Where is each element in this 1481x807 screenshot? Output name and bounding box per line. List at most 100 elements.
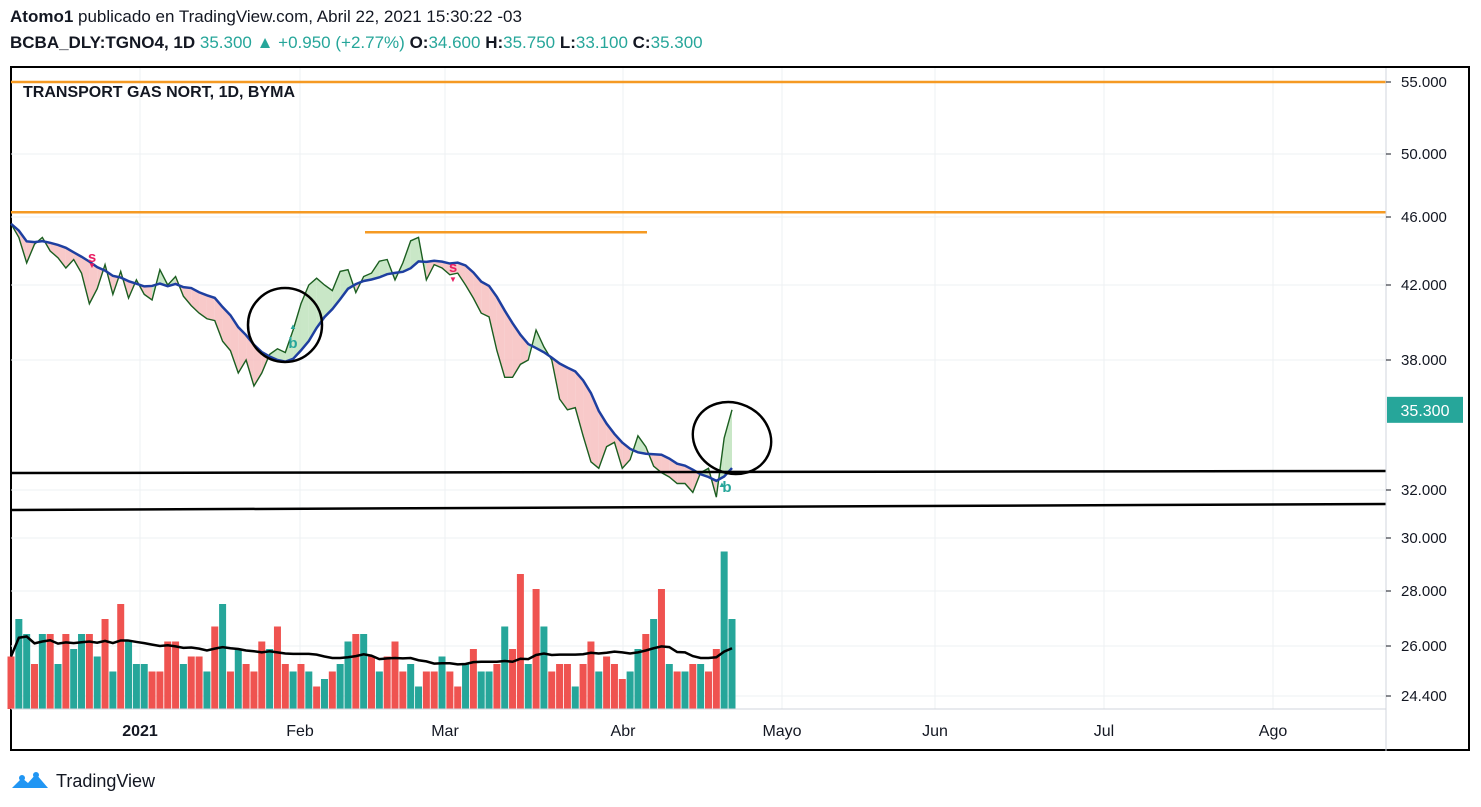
volume-bar [493,664,501,709]
band-segment [340,269,348,300]
volume-bar [46,634,54,709]
volume-bar [422,671,430,709]
band-segment [316,278,325,328]
band-segment [512,323,521,378]
sell-signal: s [449,259,457,276]
close-value: 35.300 [650,33,703,52]
band-segment [379,259,388,278]
tradingview-footer[interactable]: TradingView [10,768,155,794]
volume-bar [179,664,187,709]
volume-bar [219,604,227,709]
time-tick-label: Jun [922,723,948,740]
volume-bar [117,604,125,709]
volume-bar [540,626,548,709]
volume-bar [226,671,234,709]
volume-bar [681,671,689,709]
band-segment [222,307,231,351]
signal-arrow-icon: ▲ [718,480,726,489]
signal-arrow-icon: ▼ [449,275,457,284]
band-segment [606,423,615,447]
volume-bar [697,664,705,709]
volume-bar [720,551,728,709]
volume-bar [712,649,720,709]
volume-bar [172,641,180,709]
volume-bar [242,664,250,709]
volume-bar [454,686,462,709]
volume-bar [31,664,39,709]
band-segment [677,463,685,484]
volume-bar [673,671,681,709]
volume-bar [704,671,712,709]
volume-bar [524,664,532,709]
volume-bar [438,656,446,709]
volume-bar [634,649,642,709]
volume-bar [391,641,399,709]
time-tick-label: Abr [611,723,637,740]
moving-average-line [10,222,733,483]
volume-bar [187,656,195,709]
volume-bar [415,686,423,709]
open-value: 34.600 [428,33,481,52]
volume-bar [101,619,109,709]
volume-bar [516,574,524,709]
price-line [10,223,733,498]
low-label: L: [559,33,576,52]
band-segment [58,244,66,268]
volume-bar [23,634,31,709]
volume-bar [556,664,564,709]
volume-bar [360,634,368,709]
band-segment [285,330,294,362]
last-price-badge [1387,396,1463,423]
volume-bar [462,664,470,709]
volume-bar [297,664,305,709]
time-tick-label: Mayo [762,723,801,740]
time-tick-label: Jul [1094,723,1114,740]
buy-signal: b [722,479,731,496]
tradingview-brand: TradingView [56,770,156,791]
band-segment [622,442,631,469]
volume-bar [140,664,148,709]
band-segment [183,287,192,306]
chart-title: TRANSPORT GAS NORT, 1D, BYMA [23,84,295,101]
band-segment [402,240,411,272]
band-segment [144,285,153,300]
tradingview-logo-icon [12,772,48,788]
volume-bar [15,619,23,709]
high-value: 35.750 [503,33,556,52]
price-change: +0.950 (+2.77%) [278,33,405,52]
volume-bar [368,656,375,709]
volume-bar [501,626,509,709]
support-line-lower [10,502,1387,512]
volume-bar [610,664,618,709]
volume-bar [650,619,658,709]
volume-bar [548,671,556,709]
last-price: 35.300 [199,33,252,52]
band-segment [89,261,98,304]
band-segment [293,303,301,359]
volume-bar [407,664,415,709]
price-tick-label: 30.000 [1401,530,1447,547]
volume-bar [352,634,360,709]
band-segment [653,454,662,473]
highlight-circle [691,400,773,476]
band-segment [50,242,59,258]
band-segment [238,327,247,373]
volume-bar [603,656,611,709]
chart-frame[interactable] [10,66,1470,751]
volume-bar [305,671,313,709]
band-segment [206,295,215,321]
band-segment [308,278,317,342]
volume-bar [289,671,297,709]
band-segment [724,409,732,477]
volume-bar [273,626,281,709]
publish-info: publicado en TradingView.com, Abril 22, … [78,7,522,26]
band-segment [575,371,584,436]
volume-bars [7,551,736,709]
volume-bar [320,679,328,709]
price-tick-label: 32.000 [1401,482,1447,499]
price-tick-label: 50.000 [1401,146,1447,163]
band-segment [410,237,419,269]
high-label: H: [485,33,504,52]
grid-lines [11,68,1386,709]
